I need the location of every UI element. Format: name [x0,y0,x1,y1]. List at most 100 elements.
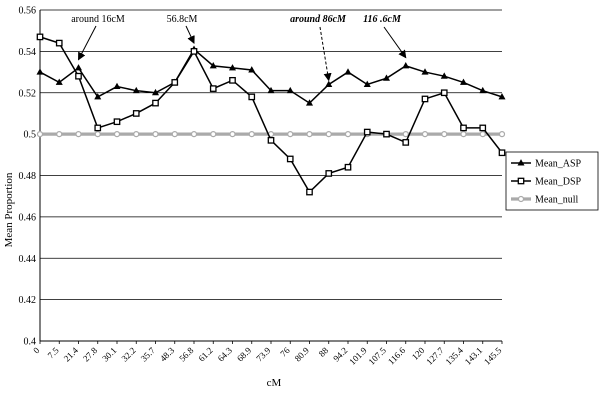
x-tick-94.2: 94.2 [331,345,349,363]
annotation-arrow [319,26,332,82]
data-point-Mean_DSP [229,76,236,84]
data-point-Mean_null [479,131,486,138]
data-point-Mean_ASP [363,80,371,87]
data-point-Mean_DSP [248,93,256,101]
data-point-Mean_null [152,131,159,138]
data-point-Mean_null [248,131,255,138]
data-point-Mean_ASP [113,82,121,90]
data-point-Mean_ASP [402,62,410,69]
data-point-Mean_null [402,131,409,138]
series-Mean_null [36,131,506,138]
x-tick-76: 76 [278,345,292,359]
data-point-Mean_null [36,131,44,138]
annotation-label: around 86cM [290,14,347,25]
data-point-Mean_null [229,131,236,138]
data-point-Mean_ASP [74,64,83,71]
data-point-Mean_DSP [421,95,429,103]
data-point-Mean_ASP [55,78,63,85]
data-point-Mean_null [306,131,313,138]
data-point-Mean_DSP [286,155,294,163]
x-tick-145.5: 145.5 [482,345,504,367]
legend-marker-Mean_null [517,195,525,203]
data-point-Mean_DSP [325,170,333,177]
data-point-Mean_DSP [55,39,63,47]
x-axis-title: cM [267,377,282,389]
data-point-Mean_ASP [267,86,275,94]
x-tick-21.4: 21.4 [62,345,81,364]
x-tick-116.6: 116.6 [386,345,408,367]
data-point-Mean_ASP [421,68,429,75]
y-tick-0.56: 0.56 [19,6,37,17]
data-point-Mean_ASP [479,86,487,94]
data-point-Mean_ASP [209,62,217,69]
data-point-Mean_DSP [75,72,82,80]
x-tick-88: 88 [317,345,331,359]
data-point-Mean_null [498,131,506,138]
data-point-Mean_ASP [440,72,448,79]
data-point-Mean_null [190,131,198,138]
series-Mean_DSP [36,33,506,196]
data-point-Mean_DSP [209,85,217,92]
data-point-Mean_DSP [171,79,179,86]
data-point-Mean_null [287,131,294,138]
data-point-Mean_ASP [498,93,506,100]
annotations: around 16cM 56.8cM around 86cM 116 .6cM [71,14,407,82]
data-point-Mean_ASP [286,86,294,94]
data-point-Mean_DSP [113,118,121,126]
data-point-Mean_null [56,131,63,138]
data-point-Mean_null [460,131,467,138]
data-point-Mean_DSP [402,139,410,146]
y-tick-0.4: 0.4 [24,337,37,348]
annotation-label: 56.8cM [167,14,198,25]
axes [39,10,503,344]
y-tick-0.46: 0.46 [19,212,37,223]
data-point-Mean_null [441,131,448,138]
data-point-Mean_ASP [382,74,391,81]
series-line-Mean_DSP [39,36,503,194]
legend-label-Mean_DSP: Mean_DSP [535,177,582,188]
x-tick-32.2: 32.2 [119,345,137,363]
x-tick-61.2: 61.2 [196,345,214,363]
y-tick-labels: 0.4 0.42 0.44 0.46 0.48 0.5 0.52 0.54 0.56 [19,6,37,348]
data-point-Mean_ASP [305,99,314,106]
y-tick-0.5: 0.5 [24,130,37,141]
series-line-Mean_ASP [39,48,503,105]
data-point-Mean_ASP [228,64,237,71]
series-Mean_ASP [36,45,506,106]
data-point-Mean_null [421,131,429,138]
data-point-Mean_DSP [306,188,313,196]
data-point-Mean_DSP [440,89,448,97]
data-point-Mean_ASP [94,93,102,100]
data-point-Mean_null [344,131,352,138]
annotation-label: 116 .6cM [363,14,402,25]
annotation-arrow [383,26,407,59]
data-point-Mean_ASP [151,88,160,96]
annotation-arrow [185,25,195,45]
x-tick-127.7: 127.7 [424,345,446,367]
y-tick-0.48: 0.48 [19,171,37,182]
data-point-Mean_DSP [344,163,352,171]
x-tick-143.1: 143.1 [463,345,484,366]
data-point-Mean_null [133,131,140,138]
data-point-Mean_null [325,131,332,138]
data-point-Mean_null [94,131,101,138]
data-point-Mean_DSP [36,33,44,41]
y-tick-0.42: 0.42 [19,295,37,306]
data-point-Mean_null [210,131,217,138]
y-tick-0.44: 0.44 [19,254,37,265]
data-point-Mean_DSP [190,48,198,55]
y-axis-title: Mean Proportion [3,172,15,247]
annotation-label: around 16cM [71,14,125,25]
x-tick-135.4: 135.4 [444,345,466,367]
x-tick-0: 0 [31,345,42,356]
data-point-Mean_ASP [344,68,352,75]
legend-label-Mean_null: Mean_null [535,195,579,206]
x-tick-labels: 0 7.5 21.4 27.8 30.1 32.2 35.7 48.3 56.8 61.2 64.3… [31,345,504,367]
legend-label-Mean_ASP: Mean_ASP [535,159,582,170]
data-point-Mean_DSP [460,124,467,132]
data-point-Mean_DSP [479,124,487,132]
data-point-Mean_ASP [459,78,468,85]
data-point-Mean_ASP [325,80,333,87]
gridlines [40,9,502,301]
